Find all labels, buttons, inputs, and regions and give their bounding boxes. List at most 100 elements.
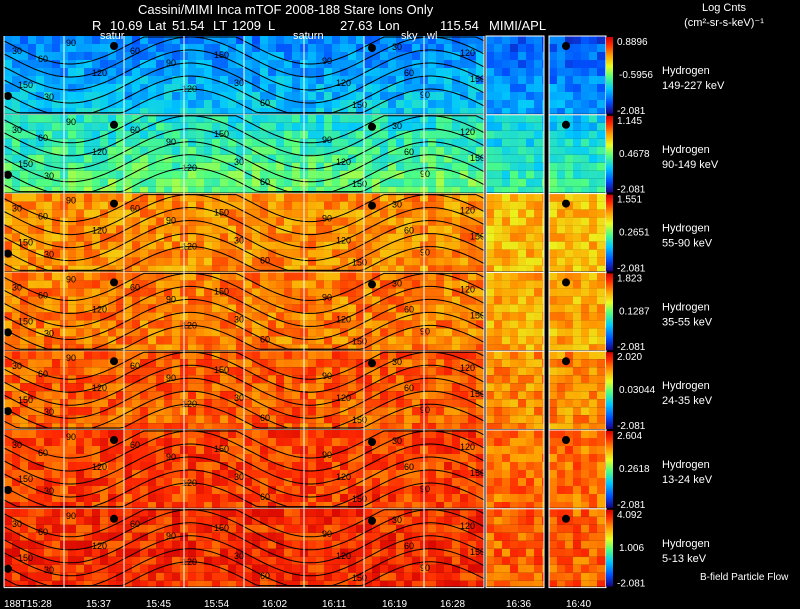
heatmap-cell: [276, 367, 284, 376]
heatmap-cell: [452, 146, 460, 155]
colorbar-min-label: -2.081: [617, 500, 646, 511]
heatmap-cell: [542, 100, 544, 108]
heatmap-cell: [597, 233, 605, 242]
heatmap-cell: [332, 60, 340, 68]
heatmap-cell: [76, 430, 84, 438]
heatmap-cell: [573, 502, 581, 508]
heatmap-cell: [4, 438, 12, 446]
heatmap-cell: [372, 423, 380, 429]
heatmap-cell: [12, 265, 20, 272]
heatmap-cell: [412, 201, 420, 210]
heatmap-cell: [542, 478, 544, 486]
heatmap-cell: [494, 494, 502, 502]
heatmap-cell: [60, 494, 68, 502]
heatmap-cell: [581, 430, 589, 438]
heatmap-cell: [172, 249, 180, 258]
heatmap-cell: [28, 170, 36, 179]
heatmap-cell: [100, 524, 108, 533]
heatmap-cell: [180, 114, 188, 123]
heatmap-cell: [140, 359, 148, 368]
heatmap-cell: [244, 312, 252, 321]
institution-label: MIMI/APL: [489, 18, 547, 33]
heatmap-cell: [268, 375, 276, 384]
panel-species-label: Hydrogen: [662, 144, 710, 156]
heatmap-cell: [308, 494, 316, 502]
contour-label: 120: [182, 163, 197, 173]
heatmap-cell: [76, 391, 84, 400]
heatmap-cell: [444, 423, 452, 429]
heatmap-cell: [460, 170, 468, 179]
heatmap-cell: [420, 454, 428, 462]
heatmap-cell: [573, 486, 581, 494]
heatmap-cell: [236, 68, 244, 76]
heatmap-cell: [380, 391, 388, 400]
heatmap-cell: [76, 580, 84, 587]
heatmap-cell: [252, 288, 260, 297]
heatmap-cell: [565, 76, 573, 84]
contour-label: 60: [38, 212, 48, 222]
heatmap-cell: [204, 328, 212, 337]
heatmap-cell: [494, 288, 502, 297]
heatmap-cell: [92, 336, 100, 345]
heatmap-cell: [236, 44, 244, 52]
heatmap-cell: [308, 344, 316, 351]
heatmap-cell: [52, 407, 60, 416]
heatmap-cell: [460, 462, 468, 470]
heatmap-cell: [188, 170, 196, 179]
heatmap-cell: [52, 122, 60, 131]
heatmap-cell: [534, 478, 542, 486]
heatmap-cell: [332, 257, 340, 266]
heatmap-cell: [108, 130, 116, 139]
heatmap-cell: [332, 320, 340, 329]
heatmap-cell: [444, 486, 452, 494]
heatmap-cell: [542, 288, 544, 297]
heatmap-cell: [188, 438, 196, 446]
heatmap-cell: [300, 130, 308, 139]
heatmap-cell: [372, 154, 380, 163]
heatmap-cell: [372, 108, 380, 114]
heatmap-cell: [284, 336, 292, 345]
heatmap-cell: [534, 92, 542, 100]
heatmap-cell: [542, 146, 544, 155]
heatmap-cell: [92, 233, 100, 242]
heatmap-cell: [324, 288, 332, 297]
heatmap-cell: [565, 391, 573, 400]
heatmap-cell: [316, 76, 324, 84]
heatmap-cell: [164, 430, 172, 438]
heatmap-cell: [348, 272, 356, 281]
heatmap-cell: [36, 391, 44, 400]
heatmap-cell: [284, 130, 292, 139]
heatmap-cell: [20, 170, 28, 179]
heatmap-cell: [460, 470, 468, 478]
heatmap-cell: [220, 446, 228, 454]
heatmap-cell: [292, 249, 300, 258]
heatmap-cell: [452, 272, 460, 281]
heatmap-cell: [52, 60, 60, 68]
heatmap-cell: [20, 265, 28, 272]
heatmap-cell: [557, 446, 565, 454]
heatmap-cell: [573, 296, 581, 305]
heatmap-cell: [140, 288, 148, 297]
heatmap-cell: [244, 241, 252, 250]
heatmap-cell: [486, 178, 494, 187]
heatmap-cell: [52, 532, 60, 541]
heatmap-cell: [100, 233, 108, 242]
contour-label: 60: [130, 361, 140, 371]
heatmap-cell: [534, 438, 542, 446]
heatmap-cell: [452, 114, 460, 123]
heatmap-cell: [140, 108, 148, 114]
heatmap-cell: [316, 478, 324, 486]
heatmap-cell: [300, 186, 308, 193]
heatmap-cell: [428, 280, 436, 289]
contour-line: [3, 272, 485, 314]
heatmap-cell: [412, 344, 420, 351]
heatmap-cell: [420, 312, 428, 321]
heatmap-cell: [284, 60, 292, 68]
heatmap-cell: [148, 351, 156, 360]
heatmap-cell: [212, 454, 220, 462]
heatmap-cell: [284, 114, 292, 123]
heatmap-cell: [428, 217, 436, 226]
heatmap-cell: [148, 84, 156, 92]
heatmap-cell: [188, 241, 196, 250]
heatmap-cell: [605, 375, 606, 384]
